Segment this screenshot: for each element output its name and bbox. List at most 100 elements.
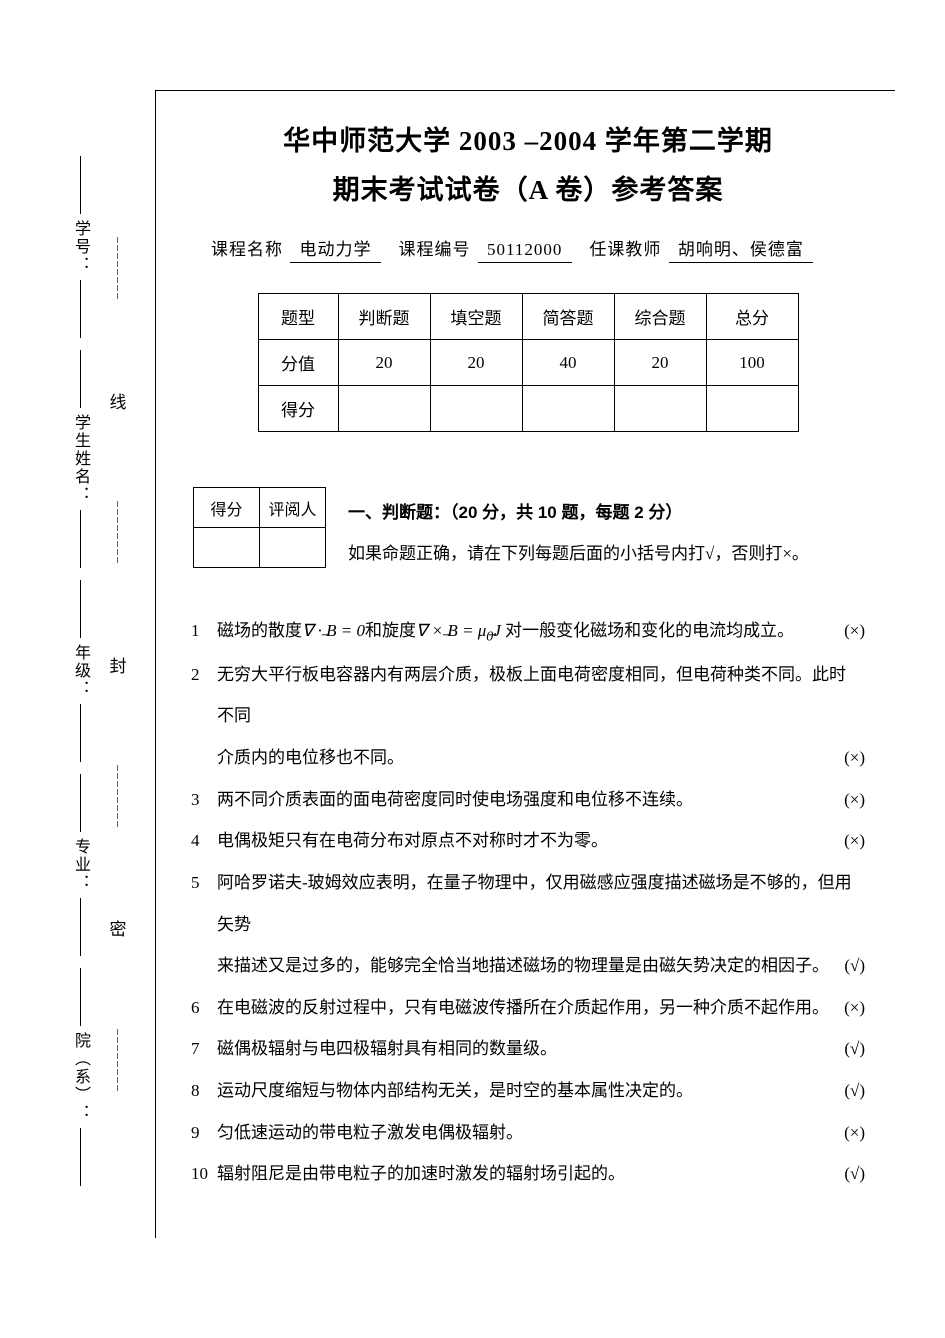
question-number: 8 <box>191 1070 217 1112</box>
cell: 题型 <box>258 294 338 340</box>
teacher-value: 胡响明、侯德富 <box>669 235 814 263</box>
question-row: 3 两不同介质表面的面电荷密度同时使电场强度和电位移不连续。 (×) <box>191 779 865 821</box>
cell <box>706 386 798 432</box>
question-number: 2 <box>191 654 217 696</box>
question-answer: (×) <box>844 820 865 862</box>
question-text: 运动尺度缩短与物体内部结构无关，是时空的基本属性决定的。 <box>217 1070 844 1112</box>
label-student-name: 学生姓名： <box>68 344 92 574</box>
course-code-label: 课程编号 <box>399 240 471 259</box>
question-text: 磁场的散度∇ · B = 0和旋度∇ × B = μ0J 对一般变化磁场和变化的… <box>217 610 844 654</box>
question-text: 辐射阻尼是由带电粒子的加速时激发的辐射场引起的。 <box>217 1153 844 1195</box>
cell: 总分 <box>706 294 798 340</box>
dash-segment: ┄┄┄┄┄┄┄┄ <box>111 414 121 653</box>
cell <box>338 386 430 432</box>
cell <box>522 386 614 432</box>
questions-list: 1 磁场的散度∇ · B = 0和旋度∇ × B = μ0J 对一般变化磁场和变… <box>191 610 865 1195</box>
question-number: 10 <box>191 1153 217 1195</box>
cell <box>430 386 522 432</box>
question-row: 6 在电磁波的反射过程中，只有电磁波传播所在介质起作用，另一种介质不起作用。 (… <box>191 987 865 1029</box>
question-row: 4 电偶极矩只有在电荷分布对原点不对称时才不为零。 (×) <box>191 820 865 862</box>
binding-char: 线 <box>104 389 129 414</box>
dash-segment: ┄┄┄┄┄┄┄┄ <box>111 150 121 389</box>
page-content: 华中师范大学 2003 –2004 学年第二学期 期末考试试卷（A 卷）参考答案… <box>156 91 895 1215</box>
cell: 分值 <box>258 340 338 386</box>
question-text: 匀低速运动的带电粒子激发电偶极辐射。 <box>217 1112 844 1154</box>
question-text: 两不同介质表面的面电荷密度同时使电场强度和电位移不连续。 <box>217 779 844 821</box>
page-frame: 华中师范大学 2003 –2004 学年第二学期 期末考试试卷（A 卷）参考答案… <box>155 90 895 1238</box>
question-answer: (×) <box>844 737 865 779</box>
binding-char: 密 <box>104 916 129 941</box>
question-answer: (×) <box>844 987 865 1029</box>
question-row: 2 无穷大平行板电容器内有两层介质，极板上面电荷密度相同，但电荷种类不同。此时不… <box>191 654 865 779</box>
question-answer: (√) <box>844 945 865 987</box>
cell: 综合题 <box>614 294 706 340</box>
binding-sidebar: ┄┄┄┄┄┄┄┄ 线 ┄┄┄┄┄┄┄┄ 封 ┄┄┄┄┄┄┄┄ 密 ┄┄┄┄┄┄┄… <box>68 150 138 1180</box>
question-number: 5 <box>191 862 217 904</box>
cell <box>614 386 706 432</box>
question-text: 电偶极矩只有在电荷分布对原点不对称时才不为零。 <box>217 820 844 862</box>
question-row: 1 磁场的散度∇ · B = 0和旋度∇ × B = μ0J 对一般变化磁场和变… <box>191 610 865 654</box>
cell: 20 <box>430 340 522 386</box>
cell <box>260 528 326 568</box>
teacher-label: 任课教师 <box>589 240 661 259</box>
score-summary-table: 题型 判断题 填空题 简答题 综合题 总分 分值 20 20 40 20 100… <box>258 293 799 432</box>
cell: 得分 <box>258 386 338 432</box>
label-student-id: 学号： <box>68 150 92 344</box>
course-info-line: 课程名称 电动力学 课程编号 50112000 任课教师 胡响明、侯德富 <box>211 235 865 263</box>
mini-score-table: 得分 评阅人 <box>193 487 326 568</box>
title-line-2: 期末考试试卷（A 卷）参考答案 <box>191 168 865 207</box>
question-text: 无穷大平行板电容器内有两层介质，极板上面电荷密度相同，但电荷种类不同。此时不同 <box>217 654 865 737</box>
section-1-instruction: 如果命题正确，请在下列每题后面的小括号内打√，否则打×。 <box>348 544 809 563</box>
cell: 20 <box>614 340 706 386</box>
question-number: 4 <box>191 820 217 862</box>
question-text: 磁偶极辐射与电四极辐射具有相同的数量级。 <box>217 1028 844 1070</box>
question-number: 9 <box>191 1112 217 1154</box>
dash-segment: ┄┄┄┄┄┄┄┄ <box>111 941 121 1180</box>
question-answer: (×) <box>844 779 865 821</box>
question-number: 3 <box>191 779 217 821</box>
cell: 40 <box>522 340 614 386</box>
question-row: 8 运动尺度缩短与物体内部结构无关，是时空的基本属性决定的。 (√) <box>191 1070 865 1112</box>
course-name-value: 电动力学 <box>290 235 381 263</box>
cell: 评阅人 <box>260 488 326 528</box>
table-row: 题型 判断题 填空题 简答题 综合题 总分 <box>258 294 798 340</box>
label-grade: 年级： <box>68 574 92 768</box>
cell: 判断题 <box>338 294 430 340</box>
question-row: 9 匀低速运动的带电粒子激发电偶极辐射。 (×) <box>191 1112 865 1154</box>
question-answer: (√) <box>844 1153 865 1195</box>
question-answer: (×) <box>844 1112 865 1154</box>
cell: 填空题 <box>430 294 522 340</box>
cell: 简答题 <box>522 294 614 340</box>
question-answer: (√) <box>844 1070 865 1112</box>
question-text: 在电磁波的反射过程中，只有电磁波传播所在介质起作用，另一种介质不起作用。 <box>217 987 844 1029</box>
table-row: 得分 <box>258 386 798 432</box>
table-row: 分值 20 20 40 20 100 <box>258 340 798 386</box>
question-text: 介质内的电位移也不同。 <box>217 737 844 779</box>
dash-segment: ┄┄┄┄┄┄┄┄ <box>111 678 121 917</box>
question-answer: (√) <box>844 1028 865 1070</box>
binding-line-column: ┄┄┄┄┄┄┄┄ 线 ┄┄┄┄┄┄┄┄ 封 ┄┄┄┄┄┄┄┄ 密 ┄┄┄┄┄┄┄… <box>106 150 126 1180</box>
title-block: 华中师范大学 2003 –2004 学年第二学期 期末考试试卷（A 卷）参考答案 <box>191 119 865 207</box>
cell: 100 <box>706 340 798 386</box>
label-department: 院（系）： <box>68 962 92 1192</box>
section-1-header: 得分 评阅人 一、判断题：（20 分，共 10 题，每题 2 分） 如果命题正确… <box>191 487 865 575</box>
binding-char: 封 <box>104 653 129 678</box>
question-row: 7 磁偶极辐射与电四极辐射具有相同的数量级。 (√) <box>191 1028 865 1070</box>
cell: 20 <box>338 340 430 386</box>
question-text: 阿哈罗诺夫-玻姆效应表明，在量子物理中，仅用磁感应强度描述磁场是不够的，但用矢势 <box>217 862 865 945</box>
course-name-label: 课程名称 <box>211 240 283 259</box>
question-number: 6 <box>191 987 217 1029</box>
section-1-title: 一、判断题：（20 分，共 10 题，每题 2 分） <box>348 503 682 522</box>
question-number: 7 <box>191 1028 217 1070</box>
label-major: 专业： <box>68 768 92 962</box>
title-line-1: 华中师范大学 2003 –2004 学年第二学期 <box>191 119 865 158</box>
question-answer: (×) <box>844 610 865 652</box>
question-row: 10 辐射阻尼是由带电粒子的加速时激发的辐射场引起的。 (√) <box>191 1153 865 1195</box>
course-code-value: 50112000 <box>478 240 572 263</box>
question-text: 来描述又是过多的，能够完全恰当地描述磁场的物理量是由磁矢势决定的相因子。 <box>217 945 844 987</box>
cell: 得分 <box>194 488 260 528</box>
section-1-text: 一、判断题：（20 分，共 10 题，每题 2 分） 如果命题正确，请在下列每题… <box>348 487 809 575</box>
question-number: 1 <box>191 610 217 652</box>
question-row: 5 阿哈罗诺夫-玻姆效应表明，在量子物理中，仅用磁感应强度描述磁场是不够的，但用… <box>191 862 865 987</box>
student-info-labels: 学号： 学生姓名： 年级： 专业： 院（系）： <box>68 150 92 1180</box>
